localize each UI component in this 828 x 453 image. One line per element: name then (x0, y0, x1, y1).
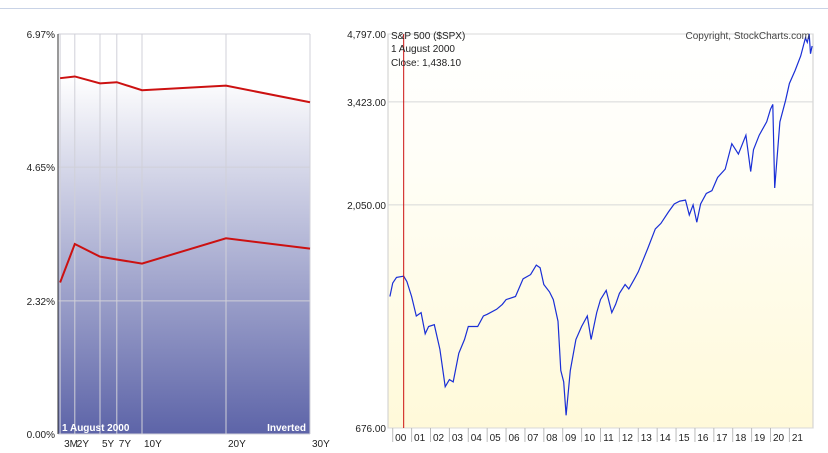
y-tick-label: 0.00% (27, 430, 55, 441)
x-tick-label: 17 (716, 433, 728, 444)
x-tick-label: 05 (490, 433, 502, 444)
x-tick-label: 11 (603, 433, 614, 444)
x-tick-label: 08 (546, 433, 558, 444)
x-tick-label: 10Y (144, 439, 162, 450)
y-tick-label: 4.65% (27, 163, 55, 174)
spx-price-line (389, 33, 813, 416)
y-tick-label: 4,797.00 (347, 30, 386, 41)
y-tick-label: 6.97% (27, 30, 55, 41)
yield-curve-line-1 (59, 75, 311, 104)
x-tick-label: 13 (641, 433, 653, 444)
x-tick-label: 7Y (119, 439, 132, 450)
x-tick-label: 04 (471, 433, 483, 444)
yield-curve-inverted-label: Inverted (267, 423, 306, 434)
x-tick-label: 06 (508, 433, 520, 444)
x-tick-label: 5Y (102, 439, 115, 450)
x-tick-label: 00 (395, 433, 407, 444)
x-tick-label: 18 (735, 433, 747, 444)
y-tick-label: 676.00 (355, 424, 386, 435)
x-tick-label: 15 (678, 433, 690, 444)
y-tick-label: 2,050.00 (347, 201, 386, 212)
plot-background (387, 33, 814, 429)
x-tick-label: 20 (773, 433, 785, 444)
spx-marker-date: 1 August 2000 (391, 44, 455, 55)
spx-title: S&P 500 ($SPX) (391, 31, 465, 42)
x-tick-label: 20Y (228, 439, 246, 450)
x-tick-label: 30Y (312, 439, 330, 450)
x-tick-label: 07 (527, 433, 539, 444)
x-tick-label: 02 (433, 433, 445, 444)
x-tick-label: 09 (565, 433, 577, 444)
spx-chart: 676.00 2,050.00 3,423.00 4,797.00 00 01 02 03 0… (347, 30, 814, 444)
y-tick-label: 3,423.00 (347, 98, 386, 109)
top-divider (0, 8, 828, 9)
spx-copyright: Copyright, StockCharts.com (686, 31, 811, 42)
x-tick-label: 12 (622, 433, 634, 444)
x-tick-label: 03 (452, 433, 464, 444)
x-tick-label: 14 (660, 433, 672, 444)
yield-curve-line-2 (59, 237, 311, 283)
y-tick-label: 2.32% (27, 297, 55, 308)
x-tick-label: 10 (584, 433, 596, 444)
x-tick-label: 16 (697, 433, 709, 444)
x-tick-label: 3M (64, 439, 78, 450)
x-tick-label: 2Y (77, 439, 90, 450)
x-tick-label: 21 (792, 433, 804, 444)
spx-marker-close: Close: 1,438.10 (391, 58, 461, 69)
yield-curve-date-label: 1 August 2000 (62, 423, 130, 434)
x-tick-label: 19 (754, 433, 766, 444)
yield-area-fill (58, 76, 310, 435)
x-tick-label: 01 (414, 433, 426, 444)
